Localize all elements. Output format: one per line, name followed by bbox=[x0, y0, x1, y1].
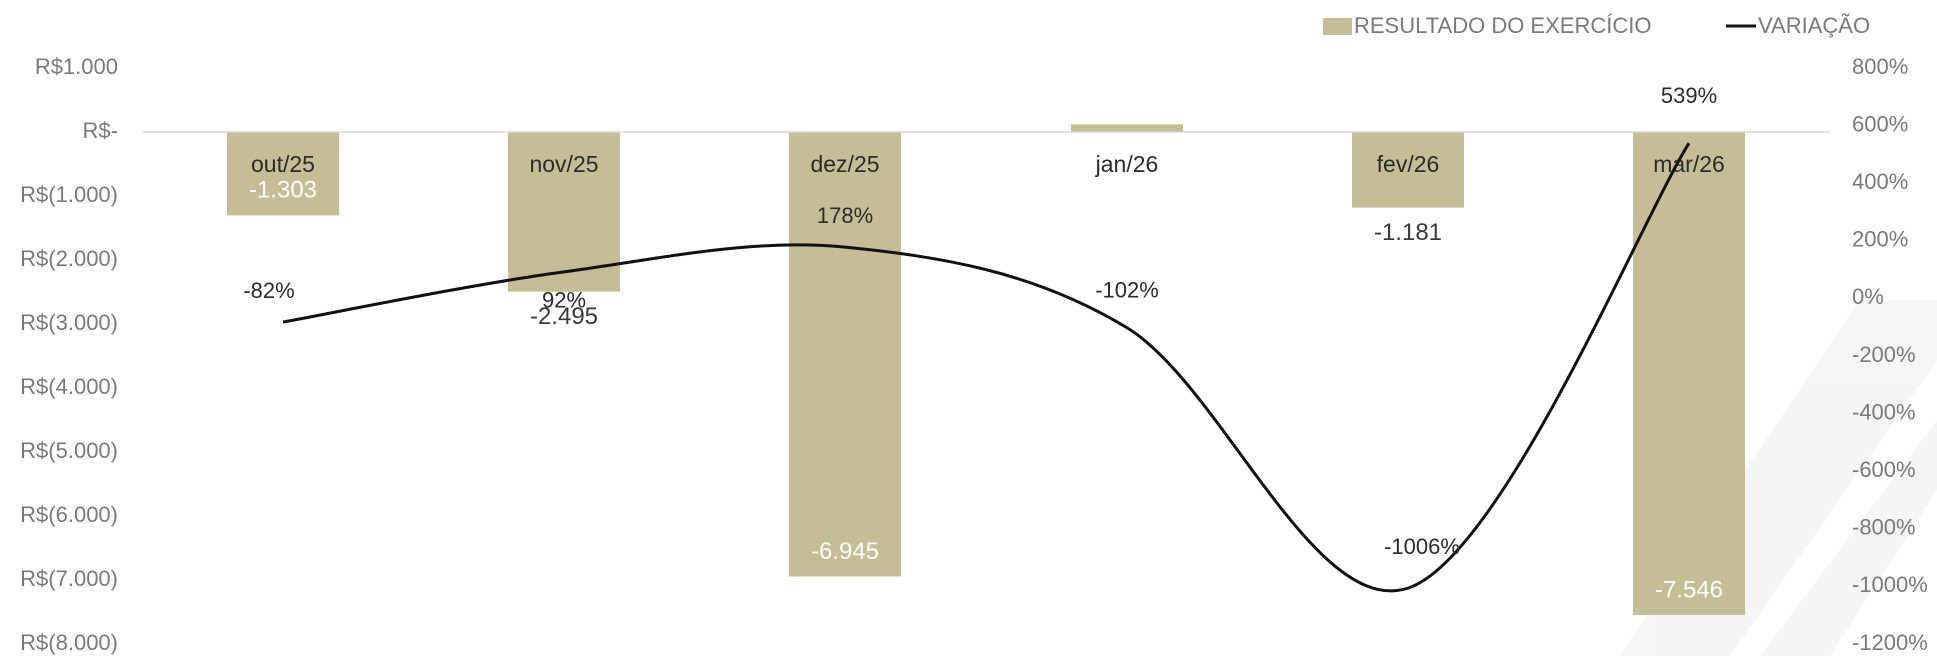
y-right-tick-label: 400% bbox=[1852, 169, 1908, 194]
category-labels: out/25 nov/25 dez/25 jan/26 fev/26 mar/26 bbox=[251, 151, 1725, 177]
chart-legend: RESULTADO DO EXERCÍCIO VARIAÇÃO bbox=[1323, 13, 1870, 38]
y-left-tick-label: R$(8.000) bbox=[20, 630, 118, 655]
category-label: jan/26 bbox=[1095, 151, 1159, 177]
bar-out/25 bbox=[227, 132, 339, 216]
category-label: out/25 bbox=[251, 151, 315, 177]
y-right-tick-label: 600% bbox=[1852, 111, 1908, 136]
y-left-tick-label: R$(7.000) bbox=[20, 566, 118, 591]
variation-line-series bbox=[282, 142, 1691, 593]
y-right-tick-label: -1200% bbox=[1852, 630, 1928, 655]
category-label: mar/26 bbox=[1653, 151, 1725, 177]
bar-data-label: -1.181 bbox=[1374, 219, 1442, 246]
legend-label-resultado: RESULTADO DO EXERCÍCIO bbox=[1354, 13, 1651, 38]
legend-label-variacao: VARIAÇÃO bbox=[1758, 13, 1870, 38]
y-left-tick-label: R$(2.000) bbox=[20, 246, 118, 271]
y-axis-left: R$1.000 R$- R$(1.000) R$(2.000) R$(3.000) R$(… bbox=[20, 54, 118, 655]
y-right-tick-label: 200% bbox=[1852, 227, 1908, 252]
category-label: fev/26 bbox=[1377, 151, 1440, 177]
y-left-tick-label: R$(6.000) bbox=[20, 502, 118, 527]
y-left-tick-label: R$(3.000) bbox=[20, 310, 118, 335]
y-right-tick-label: -1000% bbox=[1852, 572, 1928, 597]
line-data-labels: -82% 92% 178% -102% -1006% 539% bbox=[243, 83, 1717, 559]
bar-series bbox=[227, 124, 1745, 615]
line-data-label: 92% bbox=[542, 288, 586, 313]
line-data-label: -102% bbox=[1095, 278, 1159, 303]
line-data-label: -82% bbox=[243, 278, 294, 303]
line-data-label: 178% bbox=[817, 203, 873, 228]
y-right-tick-label: -200% bbox=[1852, 342, 1916, 367]
bar-data-label: -6.945 bbox=[811, 538, 879, 565]
bar-mar/26 bbox=[1633, 132, 1745, 615]
y-axis-right: 800% 600% 400% 200% 0% -200% -400% -600% -800% -1… bbox=[1852, 54, 1928, 655]
y-left-tick-label: R$- bbox=[83, 118, 118, 143]
y-right-tick-label: 800% bbox=[1852, 54, 1908, 79]
line-data-label: 539% bbox=[1661, 83, 1717, 108]
y-right-tick-label: -800% bbox=[1852, 515, 1916, 540]
legend-swatch-resultado bbox=[1323, 18, 1352, 35]
y-left-tick-label: R$(4.000) bbox=[20, 374, 118, 399]
category-label: dez/25 bbox=[810, 151, 879, 177]
bar-data-labels: -1.303 -2.495 -6.945 -1.181 -7.546 bbox=[249, 177, 1723, 604]
line-data-label: -1006% bbox=[1384, 534, 1460, 559]
y-left-tick-label: R$(1.000) bbox=[20, 182, 118, 207]
y-left-tick-label: R$1.000 bbox=[35, 54, 118, 79]
y-right-tick-label: -600% bbox=[1852, 457, 1916, 482]
y-right-tick-label: -400% bbox=[1852, 399, 1916, 424]
category-label: nov/25 bbox=[529, 151, 598, 177]
bar-jan/26 bbox=[1071, 124, 1183, 132]
bar-data-label: -7.546 bbox=[1655, 576, 1723, 603]
y-left-tick-label: R$(5.000) bbox=[20, 438, 118, 463]
variation-line bbox=[282, 142, 1691, 593]
bar-data-label: -2.495 bbox=[530, 303, 598, 330]
y-right-tick-label: 0% bbox=[1852, 284, 1884, 309]
bar-dez/25 bbox=[789, 132, 901, 577]
bar-fev/26 bbox=[1352, 132, 1464, 208]
bar-data-label: -1.303 bbox=[249, 177, 317, 204]
